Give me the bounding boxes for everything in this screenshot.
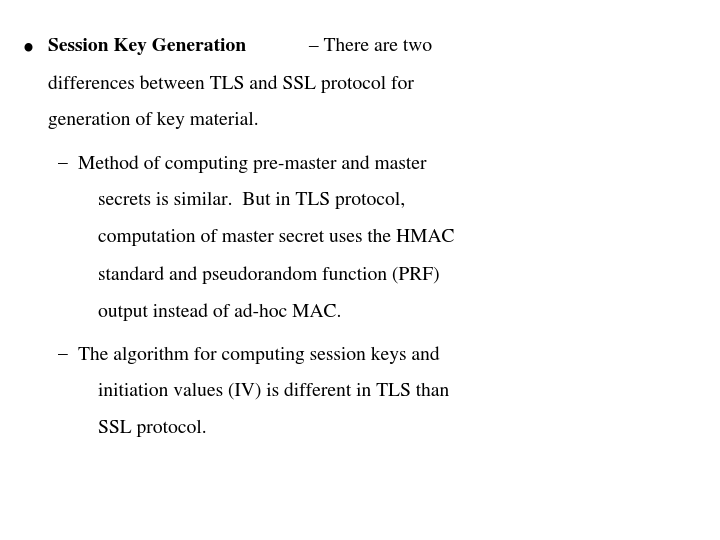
Text: secrets is similar.  But in TLS protocol,: secrets is similar. But in TLS protocol, bbox=[98, 192, 405, 209]
Text: generation of key material.: generation of key material. bbox=[48, 112, 258, 129]
Text: initiation values (IV) is different in TLS than: initiation values (IV) is different in T… bbox=[98, 383, 449, 400]
Text: computation of master secret uses the HMAC: computation of master secret uses the HM… bbox=[98, 229, 454, 246]
Text: Method of computing pre-master and master: Method of computing pre-master and maste… bbox=[78, 155, 426, 173]
Text: The algorithm for computing session keys and: The algorithm for computing session keys… bbox=[78, 346, 440, 363]
Text: standard and pseudorandom function (PRF): standard and pseudorandom function (PRF) bbox=[98, 266, 440, 284]
Text: SSL protocol.: SSL protocol. bbox=[98, 420, 207, 437]
Text: •: • bbox=[22, 38, 33, 58]
Text: differences between TLS and SSL protocol for: differences between TLS and SSL protocol… bbox=[48, 75, 414, 93]
Text: –: – bbox=[58, 155, 68, 172]
Text: –: – bbox=[58, 346, 68, 363]
Text: – There are two: – There are two bbox=[304, 38, 432, 55]
Text: output instead of ad-hoc MAC.: output instead of ad-hoc MAC. bbox=[98, 303, 341, 321]
Text: Session Key Generation: Session Key Generation bbox=[48, 38, 246, 55]
